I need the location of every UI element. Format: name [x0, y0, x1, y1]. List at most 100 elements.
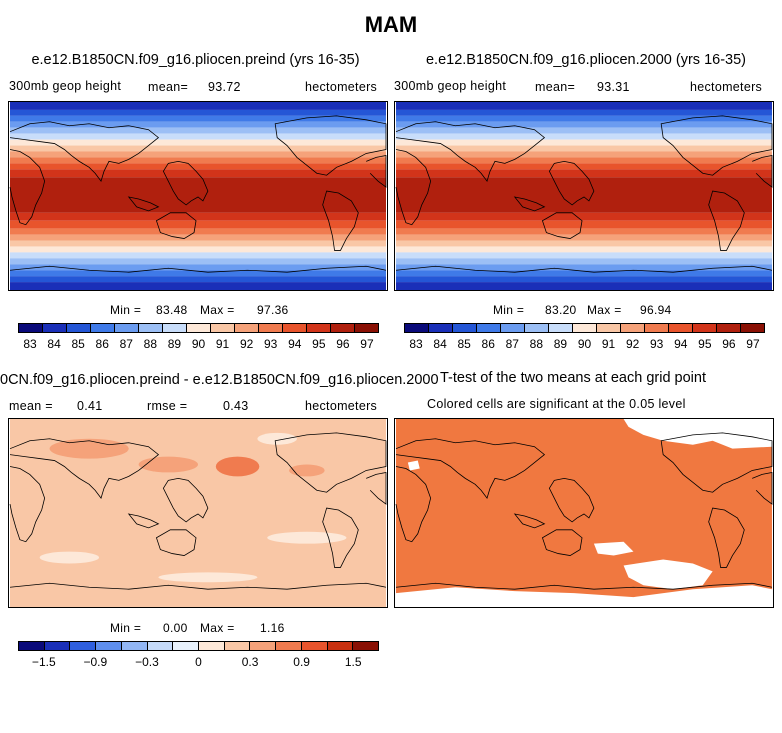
colorbar-swatch [741, 324, 764, 332]
colorbar-swatch [91, 324, 115, 332]
map-preind-geopotential [8, 101, 388, 291]
colorbar-tick-label: 0 [195, 655, 202, 669]
colorbar-tick-label: 95 [312, 337, 326, 351]
colorbar-tick-label: 85 [457, 337, 471, 351]
contour-band [396, 177, 772, 213]
colorbar-swatch [717, 324, 741, 332]
colorbar-swatch [276, 642, 302, 650]
colorbar-swatch [501, 324, 525, 332]
min-label-difference: Min = [110, 621, 142, 635]
colorbar-swatch [429, 324, 453, 332]
colorbar-tick-label: 97 [746, 337, 760, 351]
coastline [660, 432, 773, 493]
colorbar-tick-label: 96 [336, 337, 350, 351]
max-value-2000: 96.94 [640, 303, 672, 317]
contour-band [10, 145, 386, 152]
coastline [395, 265, 773, 273]
anomaly-blob [267, 531, 347, 544]
colorbar-swatch [43, 324, 67, 332]
coastline [9, 149, 46, 226]
coastline [322, 507, 359, 568]
colorbar-tick-label: 93 [264, 337, 278, 351]
max-value-preind: 97.36 [257, 303, 289, 317]
contour-band [10, 102, 386, 110]
contour-band [10, 157, 386, 164]
colorbar-swatch [96, 642, 122, 650]
colorbar-strip [18, 323, 379, 333]
variable-label-preind: 300mb geop height [9, 79, 122, 93]
coastline [752, 471, 773, 505]
coastline [513, 513, 546, 529]
coastline [708, 190, 745, 251]
contour-band [10, 252, 386, 259]
colorbar-swatch [525, 324, 549, 332]
colorbar-tick-label: 89 [553, 337, 568, 351]
coastline [660, 115, 773, 176]
contour-band [396, 163, 772, 170]
anomaly-blob [289, 464, 325, 477]
max-label-preind: Max = [200, 303, 235, 317]
contour-band [10, 276, 386, 283]
contour-band [10, 115, 386, 122]
panel-subtitle-ttest: Colored cells are significant at the 0.0… [427, 397, 686, 411]
colorbar-swatch [211, 324, 235, 332]
min-label-2000: Min = [493, 303, 525, 317]
colorbar-tick-label: 87 [505, 337, 519, 351]
contour-band [396, 258, 772, 265]
panel-title-preind: e.e12.B1850CN.f09_g16.pliocen.preind (yr… [31, 52, 360, 68]
mean-label-difference: mean = [9, 399, 53, 413]
colorbar-swatch [115, 324, 139, 332]
colorbar-tick-label: 88 [529, 337, 544, 351]
coastline [162, 477, 209, 523]
mean-value-difference: 0.41 [77, 399, 103, 413]
colorbar-tick-label: 89 [167, 337, 182, 351]
colorbar-swatch [70, 642, 97, 650]
coastline [541, 212, 583, 239]
contour-band [396, 127, 772, 134]
colorbar-swatch [597, 324, 621, 332]
colorbar-tick-label: 97 [360, 337, 374, 351]
units-label-2000: hectometers [690, 80, 763, 94]
contour-band [396, 133, 772, 140]
coastline [366, 154, 387, 188]
contour-band [10, 139, 386, 146]
colorbar-tick-label: 93 [650, 337, 664, 351]
colorbar-swatch [235, 324, 259, 332]
coastline [752, 154, 773, 188]
colorbar-swatch [645, 324, 669, 332]
coastline [155, 212, 197, 239]
colorbar-swatch [139, 324, 163, 332]
colorbar-swatch [283, 324, 307, 332]
contour-band [10, 246, 386, 253]
contour-band [396, 121, 772, 128]
contour-band [396, 419, 772, 607]
colorbar-swatch [199, 642, 225, 650]
anomaly-blob [158, 572, 258, 583]
coastline [366, 471, 387, 505]
insignificant-region [623, 419, 772, 449]
colorbar-tick-label: 0.9 [293, 655, 310, 669]
coastline [274, 115, 387, 176]
colorbar-tick-label: 91 [215, 337, 230, 351]
units-label-preind: hectometers [305, 80, 378, 94]
colorbar-tick-label: 92 [625, 337, 640, 351]
coastline [395, 466, 432, 543]
colorbar-swatch [19, 642, 45, 650]
insignificant-region [593, 541, 634, 556]
contour-band [10, 240, 386, 247]
contour-band [10, 133, 386, 140]
contour-band [396, 252, 772, 259]
colorbar-tick-label: 83 [409, 337, 423, 351]
coastline [513, 196, 546, 212]
colorbar-swatch [121, 642, 148, 650]
colorbar-tick-label: 94 [674, 337, 688, 351]
max-label-difference: Max = [200, 621, 235, 635]
min-label-preind: Min = [110, 303, 142, 317]
insignificant-region [396, 585, 772, 607]
colorbar-swatch [331, 324, 355, 332]
contour-band [396, 228, 772, 235]
colorbar-swatch [19, 324, 43, 332]
coastline [395, 121, 546, 183]
contour-band [396, 115, 772, 122]
min-value-preind: 83.48 [156, 303, 188, 317]
